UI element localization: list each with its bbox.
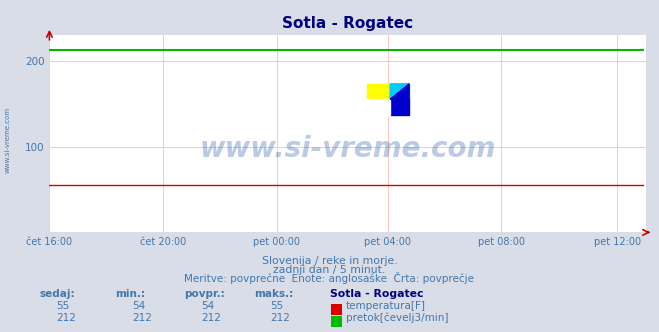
Polygon shape xyxy=(390,84,409,99)
Bar xyxy=(390,84,409,99)
Text: www.si-vreme.com: www.si-vreme.com xyxy=(5,106,11,173)
Text: www.si-vreme.com: www.si-vreme.com xyxy=(200,135,496,163)
Text: Meritve: povprečne  Enote: anglosaške  Črta: povprečje: Meritve: povprečne Enote: anglosaške Črt… xyxy=(185,272,474,284)
Text: min.:: min.: xyxy=(115,289,146,299)
Text: zadnji dan / 5 minut.: zadnji dan / 5 minut. xyxy=(273,265,386,275)
Text: 212: 212 xyxy=(270,313,290,323)
Text: 212: 212 xyxy=(201,313,221,323)
Title: Sotla - Rogatec: Sotla - Rogatec xyxy=(282,16,413,31)
Text: Slovenija / reke in morje.: Slovenija / reke in morje. xyxy=(262,256,397,266)
Bar xyxy=(366,84,390,99)
Text: sedaj:: sedaj: xyxy=(40,289,75,299)
Text: pretok[čevelj3/min]: pretok[čevelj3/min] xyxy=(346,313,449,323)
Text: 54: 54 xyxy=(132,301,145,311)
Bar xyxy=(366,99,390,115)
Text: 212: 212 xyxy=(132,313,152,323)
Text: povpr.:: povpr.: xyxy=(185,289,225,299)
Text: maks.:: maks.: xyxy=(254,289,293,299)
Text: 212: 212 xyxy=(56,313,76,323)
Polygon shape xyxy=(390,84,409,99)
Text: Sotla - Rogatec: Sotla - Rogatec xyxy=(330,289,423,299)
Bar xyxy=(390,99,409,115)
Text: temperatura[F]: temperatura[F] xyxy=(346,301,426,311)
Text: 55: 55 xyxy=(56,301,69,311)
Text: 54: 54 xyxy=(201,301,214,311)
Text: 55: 55 xyxy=(270,301,283,311)
